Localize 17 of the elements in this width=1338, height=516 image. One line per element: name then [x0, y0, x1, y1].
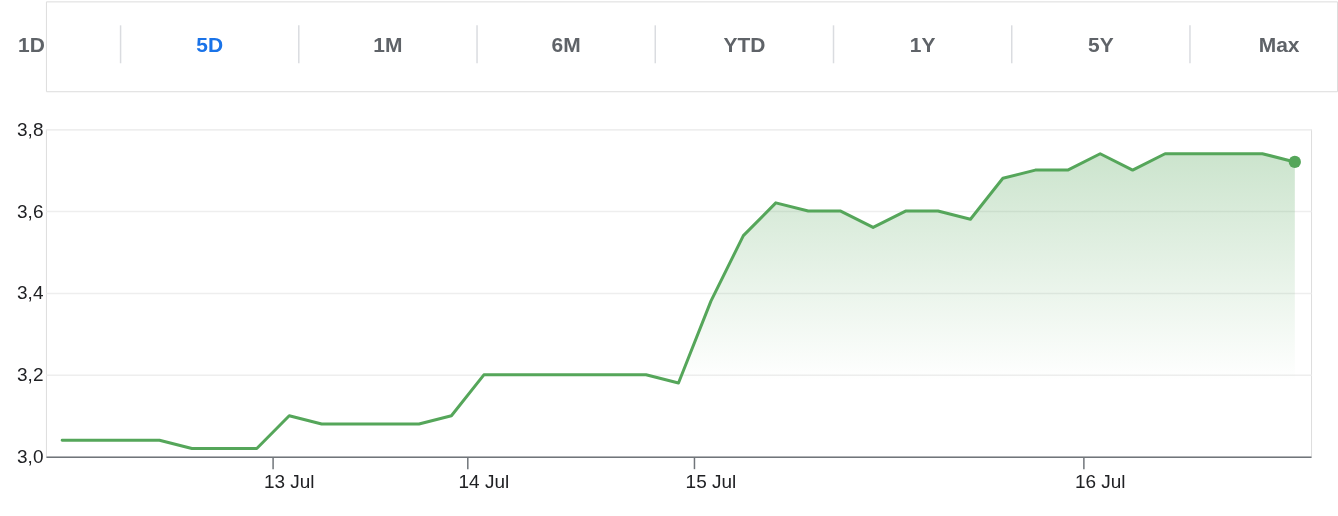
x-tick-label: 13 Jul — [263, 471, 315, 493]
y-tick-label: 3,2 — [17, 364, 44, 386]
category-label: 5D — [196, 33, 224, 57]
category-label: 1D — [18, 33, 45, 57]
y-tick-label: 3,0 — [17, 446, 44, 468]
x-tick-label: 16 Jul — [1074, 471, 1126, 493]
y-tick-label: 3,4 — [17, 282, 44, 304]
category-label: 6M — [551, 33, 581, 57]
y-tick-label: 3,8 — [17, 118, 44, 140]
x-tick-label: 15 Jul — [685, 471, 737, 493]
y-tick-label: 3,6 — [17, 200, 44, 222]
category-label: 1Y — [909, 33, 936, 57]
category-label: YTD — [723, 33, 766, 57]
category-label: Max — [1258, 33, 1300, 57]
category-label: 5Y — [1088, 33, 1114, 57]
x-tick-label: 14 Jul — [458, 471, 510, 493]
category-label: 1M — [373, 33, 403, 57]
